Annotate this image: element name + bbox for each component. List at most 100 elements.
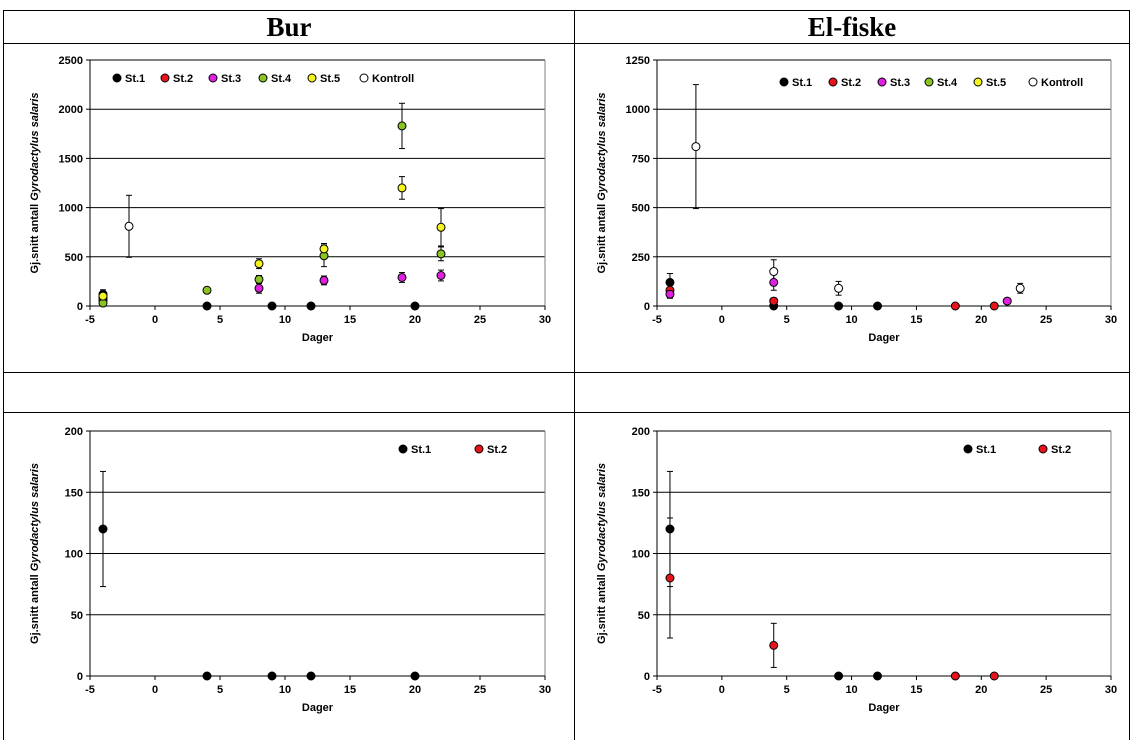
point-kontroll: [769, 267, 779, 277]
point-st4: [202, 285, 212, 295]
x-tick-label: 15: [910, 684, 922, 696]
point-st5: [98, 291, 108, 301]
point-st5: [397, 183, 407, 193]
x-tick-label: -5: [85, 314, 95, 326]
y-tick-label: 200: [65, 426, 83, 438]
legend-marker: [359, 73, 369, 83]
point-st2: [769, 640, 779, 650]
point-st5: [436, 222, 446, 232]
legend-label: Kontroll: [372, 73, 414, 85]
table-border-top: [3, 10, 1130, 11]
y-tick-label: 100: [632, 549, 650, 561]
x-tick-label: 25: [474, 314, 486, 326]
y-axis-label-prefix: Gj.snitt antall: [596, 571, 608, 644]
point-st2: [769, 296, 779, 306]
header-bur: Bur: [266, 12, 312, 42]
point-kontroll: [691, 142, 701, 152]
x-tick-label: 5: [784, 684, 790, 696]
x-tick-label: 10: [845, 684, 857, 696]
x-axis-label: Dager: [302, 702, 334, 714]
legend-marker: [877, 77, 887, 87]
legend-marker: [160, 73, 170, 83]
point-st1: [202, 671, 212, 681]
y-tick-label: 750: [632, 153, 650, 165]
y-tick-label: 50: [71, 610, 83, 622]
point-st3: [665, 289, 675, 299]
table-border-mid2: [3, 412, 1130, 413]
table-border-mid1: [3, 372, 1130, 373]
point-st4: [436, 249, 446, 259]
point-st3: [397, 272, 407, 282]
y-axis-label-prefix: Gj.snitt antall: [29, 571, 41, 644]
point-st3: [1002, 296, 1012, 306]
legend-label: Kontroll: [1041, 77, 1083, 89]
point-st3: [319, 275, 329, 285]
x-tick-label: -5: [652, 314, 662, 326]
point-st3: [436, 270, 446, 280]
legend-label: St.2: [173, 73, 193, 85]
point-st5: [319, 244, 329, 254]
point-st1: [665, 277, 675, 287]
y-axis-label: Gj.snitt antall Gyrodactylus salaris: [29, 93, 41, 274]
y-tick-label: 0: [77, 301, 83, 313]
y-axis-label-species: Gyrodactylus salaris: [29, 463, 41, 571]
x-tick-label: 0: [152, 684, 158, 696]
x-axis-label: Dager: [868, 332, 900, 344]
y-axis-label-species: Gyrodactylus salaris: [596, 463, 608, 571]
point-st1: [267, 301, 277, 311]
y-tick-label: 100: [65, 549, 83, 561]
point-st1: [665, 524, 675, 534]
x-tick-label: 10: [279, 684, 291, 696]
x-tick-label: 20: [975, 684, 987, 696]
legend-marker: [1028, 77, 1038, 87]
legend-marker: [208, 73, 218, 83]
table-border-left: [3, 10, 4, 740]
table-border-header: [3, 43, 1130, 44]
table-border-center: [574, 10, 575, 740]
x-axis-label: Dager: [302, 332, 334, 344]
y-tick-label: 150: [65, 487, 83, 499]
x-tick-label: 10: [279, 314, 291, 326]
y-tick-label: 1250: [626, 55, 650, 67]
legend-label: St.2: [1051, 444, 1071, 456]
x-tick-label: 25: [1040, 314, 1052, 326]
x-tick-label: 0: [719, 314, 725, 326]
legend-marker: [779, 77, 789, 87]
x-tick-label: 30: [539, 684, 551, 696]
y-axis-label: Gj.snitt antall Gyrodactylus salaris: [596, 463, 608, 644]
x-tick-label: -5: [85, 684, 95, 696]
point-st2: [950, 671, 960, 681]
point-st1: [267, 671, 277, 681]
point-st2: [989, 301, 999, 311]
point-st4: [254, 274, 264, 284]
point-st1: [98, 524, 108, 534]
legend-marker: [828, 77, 838, 87]
y-axis-label-species: Gyrodactylus salaris: [29, 93, 41, 201]
y-tick-label: 0: [644, 671, 650, 683]
y-tick-label: 200: [632, 426, 650, 438]
y-tick-label: 500: [632, 203, 650, 215]
y-tick-label: 250: [632, 252, 650, 264]
point-st4: [397, 121, 407, 131]
x-tick-label: -5: [652, 684, 662, 696]
x-tick-label: 30: [1105, 684, 1117, 696]
legend-label: St.1: [125, 73, 145, 85]
y-tick-label: 2500: [59, 55, 83, 67]
point-st1: [306, 671, 316, 681]
x-tick-label: 20: [409, 684, 421, 696]
x-tick-label: 0: [152, 314, 158, 326]
y-tick-label: 50: [638, 610, 650, 622]
y-tick-label: 150: [632, 487, 650, 499]
legend-label: St.2: [487, 444, 507, 456]
legend-marker: [474, 444, 484, 454]
point-st5: [254, 259, 264, 269]
legend-marker: [924, 77, 934, 87]
legend-marker: [258, 73, 268, 83]
x-tick-label: 0: [719, 684, 725, 696]
y-axis-label-prefix: Gj.snitt antall: [596, 201, 608, 274]
point-st1: [410, 671, 420, 681]
